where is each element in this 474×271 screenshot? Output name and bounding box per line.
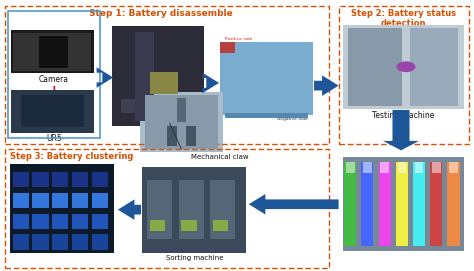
Bar [52,193,68,208]
Bar [220,43,313,115]
Bar [346,162,355,173]
Text: Mechanical claw: Mechanical claw [191,154,248,160]
Bar [136,32,155,121]
Bar [379,162,391,246]
Bar [12,193,29,208]
Bar [380,162,389,173]
Bar [225,112,308,118]
Bar [11,30,94,73]
Bar [112,26,204,126]
Bar [12,214,29,229]
Polygon shape [314,75,338,96]
Bar [398,162,406,173]
Bar [145,95,218,149]
Text: Positive side: Positive side [225,37,253,41]
Bar [396,162,408,246]
Bar [5,6,329,144]
Bar [348,28,402,106]
Bar [167,125,177,146]
Bar [447,162,460,246]
Bar [140,92,223,152]
Bar [92,214,108,229]
Bar [12,172,29,188]
Bar [52,234,68,250]
Text: +: + [47,83,60,99]
Bar [13,33,91,71]
Polygon shape [97,67,113,88]
Polygon shape [249,194,338,214]
Bar [344,162,356,246]
Bar [92,234,108,250]
Bar [12,234,29,250]
Text: Step 1: Battery disassemble: Step 1: Battery disassemble [89,9,233,18]
Bar [186,125,196,146]
Bar [179,180,204,239]
Bar [20,95,84,127]
Bar [92,172,108,188]
Bar [72,193,88,208]
Bar [181,220,197,231]
Bar [39,36,68,68]
Bar [5,149,329,267]
Bar [92,193,108,208]
Bar [432,162,441,173]
Bar [32,172,49,188]
Bar [410,28,458,106]
Bar [8,11,100,138]
Bar [150,220,165,231]
Bar [343,157,464,251]
Bar [449,162,458,173]
Text: Step 3: Battery clustering: Step 3: Battery clustering [10,152,134,161]
Text: Camera: Camera [39,75,69,84]
Bar [121,99,194,112]
Bar [415,162,423,173]
Bar [413,162,425,246]
Bar [143,166,246,253]
Bar [72,214,88,229]
Bar [343,25,464,109]
Bar [32,193,49,208]
Circle shape [397,61,415,72]
Text: Testing machine: Testing machine [373,111,435,120]
Bar [147,180,173,239]
Polygon shape [202,73,219,93]
Bar [177,98,186,122]
Bar [363,162,372,173]
Bar [32,234,49,250]
Text: UR5: UR5 [46,134,62,143]
Bar [11,90,94,133]
Bar [52,214,68,229]
Bar [361,162,374,246]
Bar [220,43,235,53]
Bar [72,234,88,250]
Bar [32,214,49,229]
Text: Sorting machine: Sorting machine [166,256,223,262]
Bar [150,72,178,94]
Bar [210,180,236,239]
Polygon shape [118,199,141,220]
Bar [10,164,114,253]
Text: Negative Side: Negative Side [277,117,308,121]
Bar [338,6,469,144]
Bar [52,172,68,188]
Polygon shape [383,110,419,150]
Text: Step 2: Battery status
detection: Step 2: Battery status detection [351,9,456,28]
Bar [72,172,88,188]
Bar [212,220,228,231]
Bar [430,162,442,246]
